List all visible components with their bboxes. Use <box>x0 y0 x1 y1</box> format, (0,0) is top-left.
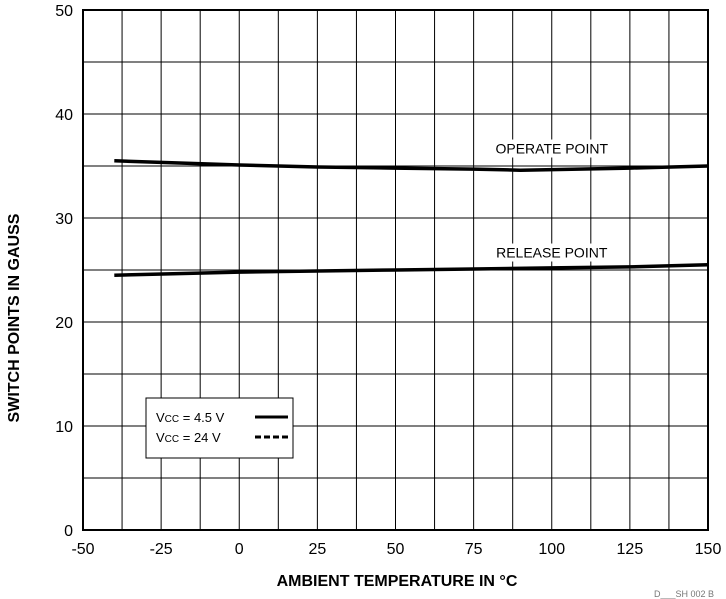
y-tick-label: 40 <box>55 107 73 124</box>
x-tick-label: -25 <box>150 541 173 558</box>
curves: OPERATE POINT RELEASE POINT <box>114 139 709 277</box>
y-tick-label: 20 <box>55 315 73 332</box>
x-tick-label: 75 <box>465 541 483 558</box>
x-tick-label: 100 <box>538 541 565 558</box>
y-tick-label: 50 <box>55 3 73 20</box>
grid <box>83 10 708 530</box>
legend: VCC = 4.5 V VCC = 24 V <box>145 397 294 459</box>
legend-entry-2-label: VCC = 24 V <box>156 430 221 445</box>
release-point-label: RELEASE POINT <box>496 245 608 261</box>
figure-footnote: D___SH 002 B <box>654 589 714 599</box>
y-axis-title: SWITCH POINTS IN GAUSS <box>6 213 23 422</box>
x-tick-label: 50 <box>387 541 405 558</box>
y-tick-label: 10 <box>55 419 73 436</box>
legend-entry-1-label: VCC = 4.5 V <box>156 410 225 425</box>
legend-box <box>145 397 294 459</box>
operate-point-label: OPERATE POINT <box>495 141 608 157</box>
release-point-label-bg <box>495 243 609 262</box>
x-tick-label: 25 <box>308 541 326 558</box>
operate-point-label-bg <box>495 139 609 158</box>
release-point-curve <box>114 263 709 277</box>
y-tick-label: 0 <box>64 523 73 540</box>
x-axis-title: AMBIENT TEMPERATURE IN °C <box>277 573 518 590</box>
x-tick-label: 125 <box>617 541 644 558</box>
x-tick-label: -50 <box>71 541 94 558</box>
operate-point-curve <box>114 159 709 172</box>
x-tick-label: 150 <box>695 541 722 558</box>
y-tick-label: 30 <box>55 211 73 228</box>
x-tick-label: 0 <box>235 541 244 558</box>
y-tick-labels: 0 10 20 30 40 50 <box>55 3 73 540</box>
x-tick-labels: -50 -25 0 25 50 75 100 125 150 <box>71 541 721 558</box>
plot-frame <box>82 9 709 531</box>
